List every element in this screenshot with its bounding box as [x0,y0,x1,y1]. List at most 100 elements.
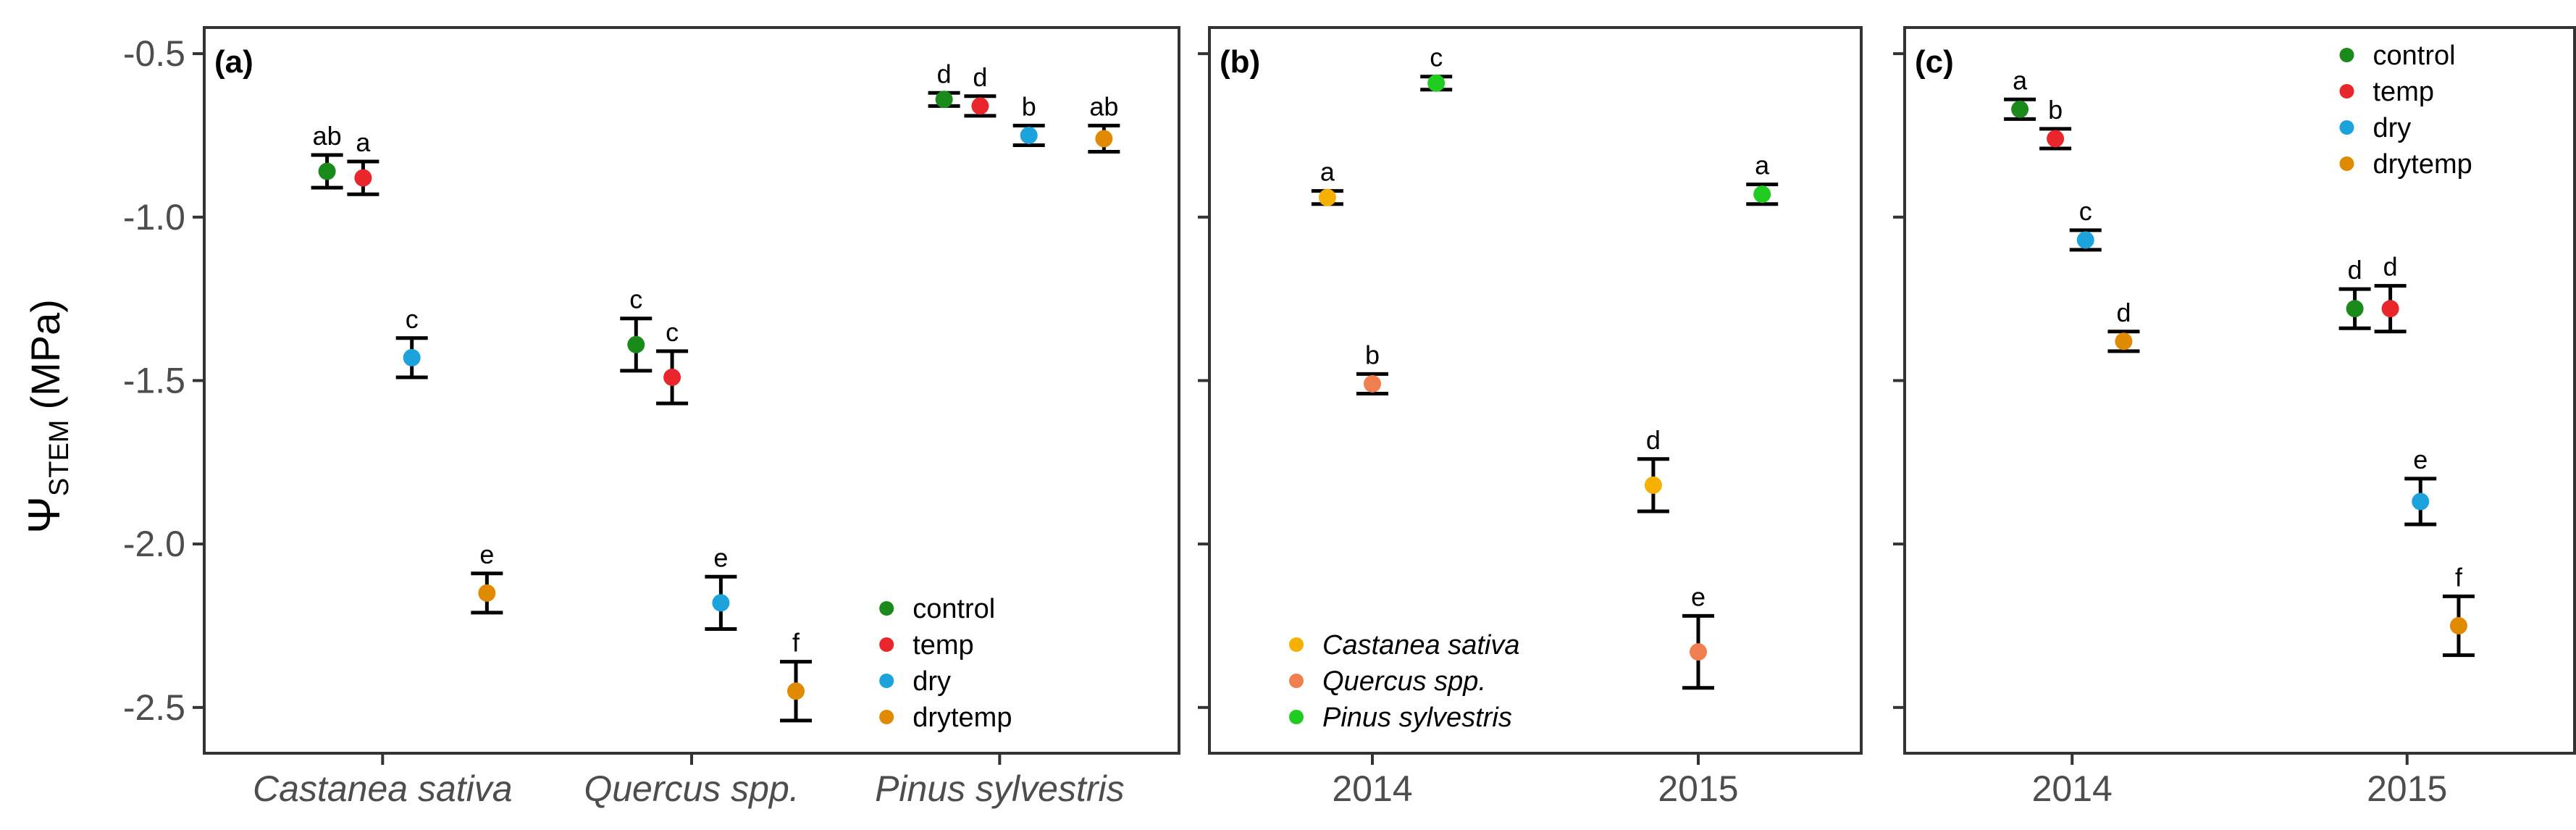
data-point-control [2011,100,2029,118]
legend-key [1289,674,1304,688]
significance-letter: c [406,304,419,334]
significance-letter: a [2013,65,2028,95]
data-point-dry [2412,492,2430,511]
x-tick-label: Quercus spp. [584,768,799,809]
data-point-drytemp [478,584,496,602]
panel-c-tag: (c) [1915,44,1954,80]
x-tick-label: 2014 [1332,768,1412,809]
y-axis-title-subscript: STEM [44,420,75,497]
significance-letter: e [479,540,494,569]
significance-letter: ab [313,121,342,151]
significance-letter: a [1320,157,1335,187]
y-tick-label: -2.0 [123,524,185,564]
legend-key [2339,48,2354,62]
data-point-temp [971,97,989,115]
panel-c: 2014 2015 (c) a d b d c e d f control temp dry drytemp [1893,26,2576,809]
y-axis-title: ΨSTEM (MPa) [20,299,75,534]
data-point-dry [1020,126,1038,144]
legend: control temp dry drytemp [879,594,1012,733]
significance-letter: e [2413,445,2428,474]
data-point-control [318,162,336,180]
legend-label: drytemp [912,703,1012,733]
legend-key [1289,710,1304,724]
data-point-drytemp [787,682,805,700]
svg-text:ΨSTEM(MPa): ΨSTEM (MPa) [20,299,75,534]
data-point-temp [2381,300,2399,318]
data-point-dry [2076,231,2094,249]
legend-label: drytemp [2373,149,2472,180]
significance-letter: e [713,542,728,572]
legend: control temp dry drytemp [2339,41,2472,180]
significance-letter: c [2079,196,2092,226]
data-point-temp [2047,130,2065,148]
data-point-temp [663,368,681,386]
legend-label: temp [912,630,973,661]
legend-key [2339,120,2354,135]
legend-label: dry [912,666,951,697]
y-tick-label: -1.5 [123,360,185,401]
significance-letter: d [937,59,952,88]
data-point-drytemp [2449,616,2467,634]
data-point-drytemp [1095,130,1113,148]
legend: Castanea sativa Quercus spp. Pinus sylvest… [1289,630,1520,733]
x-tick-label: Castanea sativa [253,768,513,809]
data-point-quercus-spp- [1364,374,1381,393]
data-point-control [935,91,953,109]
significance-letter: d [2116,298,2131,327]
y-tick-label: -2.5 [123,687,185,728]
significance-letter: a [356,127,371,157]
significance-letter: a [1755,151,1770,180]
significance-letter: d [2383,252,2398,282]
significance-letter: b [2048,95,2063,125]
data-point-castanea-sativa [1318,188,1336,206]
data-point-drytemp [2115,332,2133,351]
data-point-temp [354,169,372,187]
significance-letter: ab [1089,91,1118,121]
data-point-castanea-sativa [1644,476,1662,494]
data-point-quercus-spp- [1690,643,1707,661]
significance-letter: b [1022,91,1036,121]
legend-label: Castanea sativa [1322,630,1520,661]
panel-b-frame [1208,26,1863,755]
significance-letter: d [2348,255,2362,285]
legend-label: Pinus sylvestris [1322,703,1512,733]
significance-letter: c [1430,43,1443,72]
legend-key [2339,156,2354,171]
legend-label: Quercus spp. [1322,666,1486,697]
legend-key [2339,84,2354,98]
x-tick-label: Pinus sylvestris [875,768,1125,809]
data-point-dry [403,348,421,366]
panel-a-frame [203,26,1180,755]
significance-letter: e [1691,582,1706,611]
y-axis-title-unit: (MPa) [22,299,68,409]
panel-c-frame [1903,26,2576,755]
y-tick-label: -0.5 [123,33,185,74]
legend-key [879,674,894,688]
legend-key [1289,637,1304,652]
panel-a-tag: (a) [214,44,253,80]
y-tick-label: -1.0 [123,197,185,238]
panel-b: 2014 2015 (b) a d b e c a Castanea sativa Quercus … [1198,26,1863,809]
legend-key [879,601,894,616]
significance-letter: d [973,62,987,92]
significance-letter: f [2455,562,2463,592]
significance-letter: f [792,628,800,658]
legend-label: control [2373,41,2456,71]
x-tick-label: 2015 [2367,768,2447,809]
y-axis-title-symbol: Ψ [20,496,70,534]
legend-label: control [912,594,995,624]
legend-label: temp [2373,77,2434,107]
x-tick-label: 2014 [2032,768,2113,809]
significance-letter: d [1646,425,1661,455]
data-point-pinus-sylvestris [1753,185,1771,204]
panel-a: -0.5 -1.0 -1.5 -2.0 -2.5 Castanea sativa Querc… [123,26,1180,809]
data-point-control [627,335,645,353]
data-point-dry [712,594,730,612]
legend-key [879,637,894,652]
data-point-pinus-sylvestris [1427,74,1446,92]
legend-label: dry [2373,113,2412,143]
legend-key [879,710,894,724]
significance-letter: c [666,317,679,347]
significance-letter: c [629,285,642,314]
